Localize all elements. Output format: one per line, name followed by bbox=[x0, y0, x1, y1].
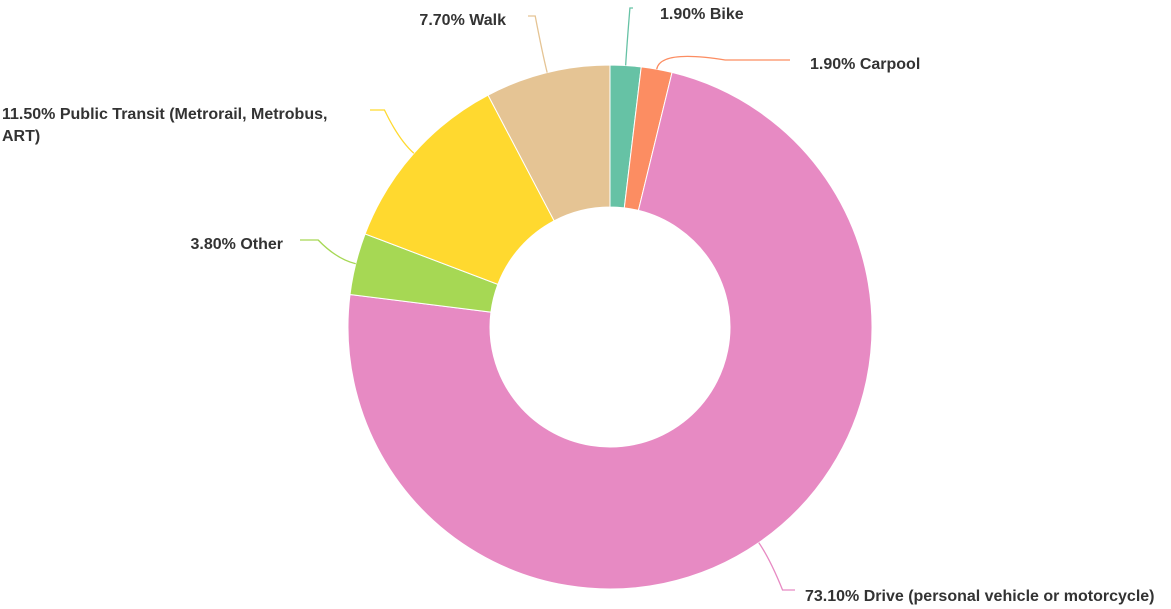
leader-line bbox=[758, 542, 795, 591]
leader-line bbox=[624, 7, 633, 66]
slice-category-label: Bike bbox=[709, 6, 744, 23]
slice-label: 3.80% Other bbox=[191, 234, 284, 256]
slice-label: 11.50% Public Transit (Metrorail, Metrob… bbox=[2, 104, 352, 148]
slice-value-label: 3.80% bbox=[190, 236, 236, 253]
slice-category-label: Drive (personal vehicle or motorcycle) bbox=[863, 588, 1155, 605]
leader-line bbox=[370, 109, 415, 154]
slice-category-label: Carpool bbox=[859, 56, 921, 73]
slice-value-label: 73.10% bbox=[805, 588, 860, 605]
slice-label: 1.90% Bike bbox=[660, 4, 744, 26]
slice-category-label: Public Transit (Metrorail, Metrobus, ART… bbox=[2, 106, 328, 145]
slice-value-label: 7.70% bbox=[419, 12, 465, 29]
donut-slice bbox=[364, 94, 555, 286]
leader-line bbox=[528, 15, 548, 73]
donut-slice bbox=[347, 71, 873, 590]
slice-category-label: Walk bbox=[469, 12, 506, 29]
leader-line bbox=[656, 55, 790, 70]
slice-category-label: Other bbox=[240, 236, 283, 253]
slice-label: 73.10% Drive (personal vehicle or motorc… bbox=[805, 586, 1155, 608]
donut-slice bbox=[487, 64, 611, 222]
slice-label: 1.90% Carpool bbox=[810, 54, 920, 76]
leader-line bbox=[300, 239, 356, 265]
slice-value-label: 1.90% bbox=[660, 6, 706, 23]
slice-label: 7.70% Walk bbox=[419, 10, 506, 32]
slice-value-label: 11.50% bbox=[2, 106, 56, 123]
slice-value-label: 1.90% bbox=[810, 56, 856, 73]
